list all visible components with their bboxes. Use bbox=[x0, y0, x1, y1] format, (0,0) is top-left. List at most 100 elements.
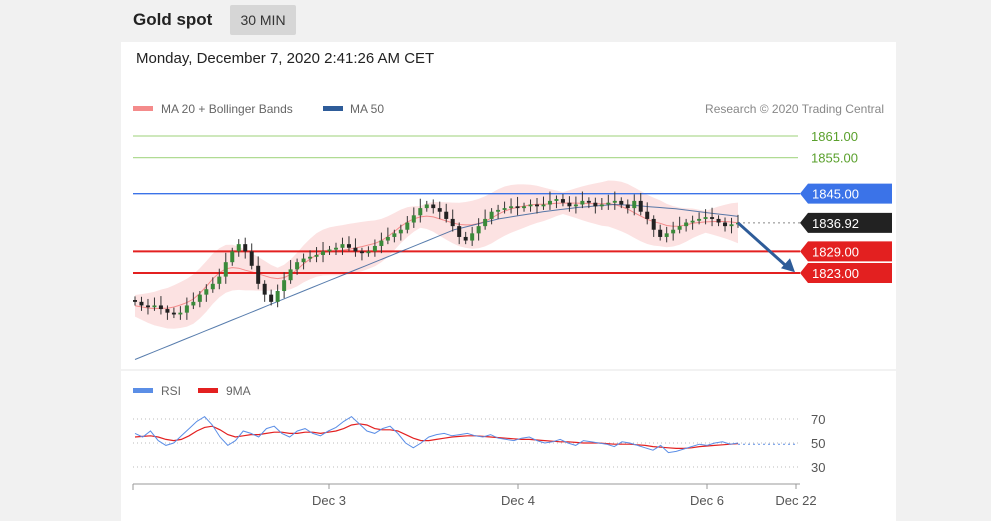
candle bbox=[496, 204, 501, 219]
candle bbox=[295, 258, 300, 275]
arrow-head bbox=[781, 258, 795, 273]
candle bbox=[282, 272, 287, 299]
candle bbox=[256, 256, 261, 290]
candle bbox=[243, 237, 248, 259]
candle bbox=[528, 199, 533, 212]
candle bbox=[398, 224, 403, 241]
candle bbox=[385, 227, 390, 245]
candle bbox=[210, 277, 215, 293]
candle bbox=[165, 305, 170, 320]
candle bbox=[366, 246, 371, 257]
candle bbox=[223, 252, 228, 284]
candle bbox=[444, 203, 449, 223]
legend-9ma-label: 9MA bbox=[226, 384, 251, 398]
candle bbox=[586, 197, 591, 209]
candle bbox=[158, 296, 163, 315]
candle bbox=[580, 191, 585, 209]
candle bbox=[625, 199, 630, 214]
x-tick-label: Dec 6 bbox=[690, 493, 724, 508]
candle bbox=[139, 296, 144, 311]
resistance-tag: 1845.00 bbox=[812, 187, 859, 202]
ma20-line bbox=[134, 202, 739, 310]
target-tag: 1855.00 bbox=[811, 151, 858, 166]
bollinger-area bbox=[135, 180, 738, 329]
rsi-lines bbox=[134, 415, 798, 454]
candle bbox=[379, 232, 384, 254]
candle bbox=[502, 201, 507, 214]
candle bbox=[651, 215, 656, 237]
candle bbox=[573, 196, 578, 214]
candle bbox=[593, 197, 598, 214]
level-tags: 1861.00 1855.00 1845.00 1836.92 1829.00 1823.… bbox=[800, 129, 892, 283]
candle bbox=[684, 218, 689, 232]
timestamp: Monday, December 7, 2020 2:41:26 AM CET bbox=[136, 50, 435, 67]
legend-rsi-label: RSI bbox=[161, 384, 181, 398]
resistance-tag-bg bbox=[800, 183, 892, 204]
candle bbox=[152, 297, 157, 311]
candle bbox=[197, 291, 202, 308]
candle bbox=[178, 306, 183, 320]
ma50-line bbox=[134, 203, 739, 360]
candle bbox=[677, 216, 682, 234]
candle bbox=[450, 209, 455, 232]
candle bbox=[340, 237, 345, 255]
rsi-tick: 50 bbox=[811, 436, 825, 451]
target-tag: 1861.00 bbox=[811, 129, 858, 144]
candle bbox=[729, 217, 734, 234]
candle bbox=[716, 215, 721, 227]
support-tag-bg bbox=[800, 241, 892, 262]
support-tag: 1829.00 bbox=[812, 244, 859, 259]
candle bbox=[334, 242, 338, 255]
legend-ma20-label: MA 20 + Bollinger Bands bbox=[161, 102, 293, 116]
candle bbox=[664, 226, 669, 243]
rsi-tick: 30 bbox=[811, 460, 825, 475]
candle bbox=[697, 212, 702, 225]
legend-rsi-swatch bbox=[133, 388, 153, 393]
candle bbox=[353, 238, 358, 257]
candle bbox=[535, 198, 539, 214]
candle bbox=[703, 209, 708, 225]
candle bbox=[230, 247, 235, 266]
legend-9ma-swatch bbox=[198, 388, 218, 393]
instrument-title: Gold spot bbox=[133, 10, 213, 29]
price-tag-bg bbox=[800, 212, 892, 233]
x-tick-label: Dec 22 bbox=[775, 493, 816, 508]
candle bbox=[645, 202, 650, 225]
candle bbox=[632, 194, 637, 216]
candle bbox=[476, 218, 481, 241]
candle bbox=[690, 215, 695, 230]
candle bbox=[437, 201, 442, 219]
candle bbox=[599, 198, 604, 210]
candle bbox=[372, 239, 377, 257]
candle bbox=[463, 231, 468, 245]
candle bbox=[606, 194, 611, 210]
candle bbox=[249, 243, 254, 270]
x-axis-ticks: Dec 3 Dec 4 Dec 6 Dec 22 bbox=[132, 484, 817, 508]
candle bbox=[359, 247, 364, 261]
candle bbox=[327, 245, 332, 255]
candle bbox=[515, 196, 520, 216]
rsi-line bbox=[134, 415, 739, 454]
price-tag: 1836.92 bbox=[812, 216, 859, 231]
candle bbox=[431, 199, 436, 214]
candle bbox=[547, 191, 552, 210]
candle bbox=[723, 217, 728, 232]
forecast-arrow bbox=[736, 221, 795, 273]
candle bbox=[522, 202, 527, 212]
candle bbox=[346, 236, 351, 252]
legend-ma50-label: MA 50 bbox=[350, 102, 384, 116]
rsi-9ma-line bbox=[134, 423, 739, 449]
timeframe-button[interactable]: 30 MIN bbox=[230, 5, 296, 35]
arrow-shaft bbox=[736, 221, 790, 269]
support-tag-bg bbox=[800, 263, 892, 283]
candle bbox=[392, 229, 397, 243]
legend-ma20-swatch bbox=[133, 106, 153, 111]
candle bbox=[567, 196, 572, 212]
credit-label: Research © 2020 Trading Central bbox=[705, 102, 884, 116]
candle bbox=[308, 250, 313, 263]
candle bbox=[269, 289, 274, 306]
candle bbox=[275, 284, 280, 308]
candle bbox=[509, 198, 514, 214]
candle bbox=[204, 284, 209, 302]
